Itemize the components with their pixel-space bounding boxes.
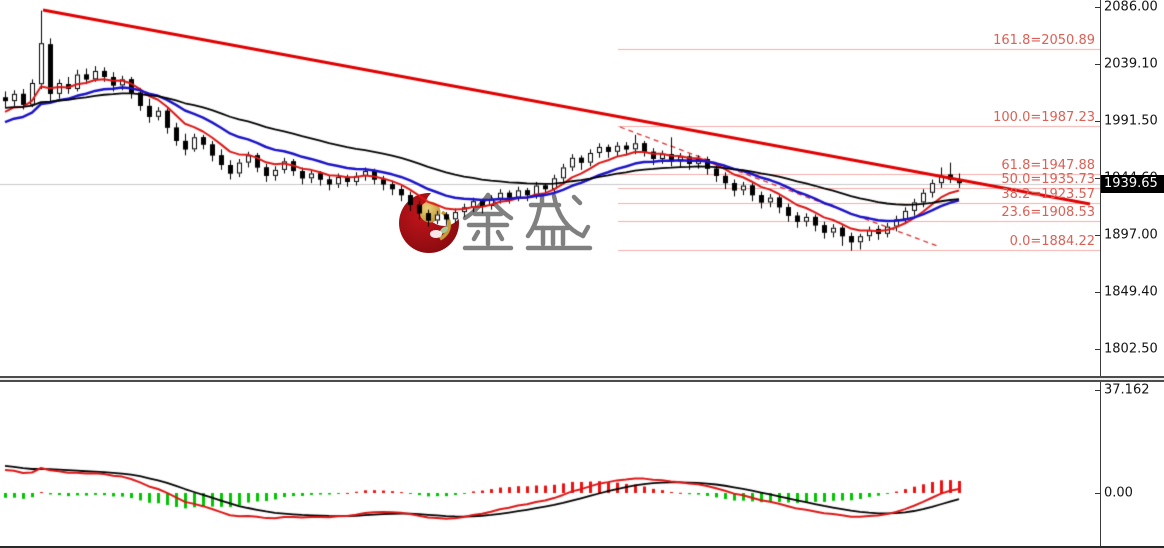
price-axis-label: 2086.00 xyxy=(1104,0,1158,15)
price-axis-label: 1802.50 xyxy=(1104,341,1158,357)
price-axis-label: 1897.00 xyxy=(1104,227,1158,243)
panel-separator[interactable] xyxy=(0,376,1164,382)
price-axis-line xyxy=(1100,0,1101,548)
indicator-axis-label: 0.00 xyxy=(1104,485,1133,501)
price-axis-label: 2039.10 xyxy=(1104,56,1158,72)
current-price-tag: 1939.65 xyxy=(1101,174,1164,193)
chart-canvas[interactable] xyxy=(0,0,1100,548)
price-axis-label: 1991.50 xyxy=(1104,113,1158,129)
price-axis-label: 1849.40 xyxy=(1104,284,1158,300)
chart-bottom-border xyxy=(0,546,1164,548)
indicator-axis-label: 37.162 xyxy=(1104,382,1150,398)
